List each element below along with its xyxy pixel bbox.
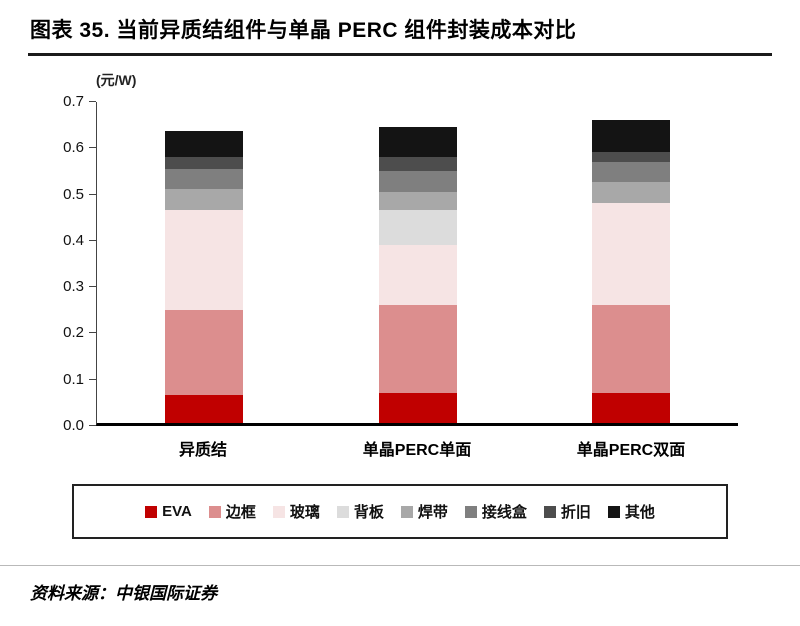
bar-segment <box>378 170 457 192</box>
bar-segment <box>378 392 457 423</box>
legend-swatch-icon <box>543 505 556 518</box>
stacked-bar <box>378 126 457 423</box>
legend-label: 其他 <box>624 504 655 521</box>
x-axis-category-label: 异质结 <box>178 442 227 459</box>
plot-area <box>96 102 738 426</box>
bar-segment <box>164 168 243 190</box>
y-tick-label: 0.3 <box>63 278 84 296</box>
y-tick-label: 0.7 <box>63 93 84 110</box>
y-tick-label: 0.6 <box>63 139 84 157</box>
bar-segment <box>378 126 457 157</box>
y-tick-label: 0.4 <box>63 231 84 249</box>
bar-segment <box>164 395 243 423</box>
legend-item: 边框 <box>208 501 256 522</box>
legend-item: 焊带 <box>400 501 448 522</box>
legend-box: EVA 边框 玻璃 背板 焊带 接线盒 折旧 其他 <box>72 484 728 539</box>
bar-segment <box>164 131 243 157</box>
bar-segment <box>164 210 243 310</box>
y-tick-mark <box>89 378 96 380</box>
legend-item: EVA <box>145 503 192 520</box>
x-axis-category-label: 单晶PERC双面 <box>576 442 686 459</box>
legend-swatch-icon <box>208 505 221 518</box>
legend-swatch-icon <box>400 505 413 518</box>
legend-label: 焊带 <box>417 504 448 521</box>
report-chart-page: 图表 35. 当前异质结组件与单晶 PERC 组件封装成本对比 (元/W) 0.… <box>0 14 800 626</box>
bar-segment <box>592 392 671 423</box>
y-tick-mark <box>89 286 96 288</box>
legend-label: 边框 <box>225 504 256 521</box>
y-tick-label: 0.1 <box>63 370 84 388</box>
bar-segment <box>164 189 243 211</box>
bar-segment <box>592 119 671 153</box>
plot-area-wrapper: 0.0 0.1 0.2 0.3 0.4 0.5 0.6 0.7 <box>63 93 738 434</box>
y-tick-label: 0.5 <box>63 185 84 203</box>
y-tick-mark <box>89 101 96 102</box>
bar-segment <box>592 182 671 204</box>
bar-column <box>524 102 738 423</box>
legend-swatch-icon <box>145 505 158 518</box>
bar-segment <box>592 152 671 162</box>
bar-segment <box>378 156 457 171</box>
bar-segment <box>592 161 671 183</box>
y-tick-mark <box>89 147 96 149</box>
legend-swatch-icon <box>464 505 477 518</box>
y-tick-mark <box>89 425 96 426</box>
y-tick-label: 0.2 <box>63 324 84 342</box>
stacked-bar <box>164 131 243 423</box>
legend-swatch-icon <box>607 505 620 518</box>
y-axis-unit-label: (元/W) <box>96 72 137 88</box>
bar-segment <box>164 309 243 396</box>
legend-label: 背板 <box>353 504 384 521</box>
legend-swatch-icon <box>336 505 349 518</box>
y-tick-label: 0.0 <box>63 417 84 434</box>
legend-label: 折旧 <box>560 504 591 521</box>
chart-title: 图表 35. 当前异质结组件与单晶 PERC 组件封装成本对比 <box>30 19 577 42</box>
bar-segment <box>378 191 457 211</box>
y-tick-mark <box>89 239 96 241</box>
stacked-bar <box>592 119 671 423</box>
legend-label: 玻璃 <box>289 504 320 521</box>
bar-segment <box>164 156 243 169</box>
bar-segment <box>592 305 671 393</box>
bar-segment <box>592 203 671 306</box>
source-note: 资料来源：中银国际证券 <box>30 584 217 603</box>
bar-column <box>311 102 525 423</box>
legend-item: 背板 <box>336 501 384 522</box>
y-tick-mark <box>89 332 96 334</box>
legend-item: 玻璃 <box>272 501 320 522</box>
x-axis-category-label: 单晶PERC单面 <box>362 442 472 459</box>
bar-segment <box>378 210 457 245</box>
legend-label: 接线盒 <box>481 504 527 521</box>
legend-item: 接线盒 <box>464 501 527 522</box>
legend-item: 折旧 <box>543 501 591 522</box>
legend-item: 其他 <box>607 501 655 522</box>
footer-divider <box>0 565 800 566</box>
x-axis-labels: 异质结 单晶PERC单面 单晶PERC双面 <box>96 436 738 460</box>
title-underline <box>28 53 772 56</box>
legend-label: EVA <box>162 503 192 520</box>
bar-column <box>97 102 311 423</box>
legend-swatch-icon <box>272 505 285 518</box>
y-tick-mark <box>89 193 96 195</box>
bar-segment <box>378 244 457 306</box>
bar-segment <box>378 305 457 393</box>
